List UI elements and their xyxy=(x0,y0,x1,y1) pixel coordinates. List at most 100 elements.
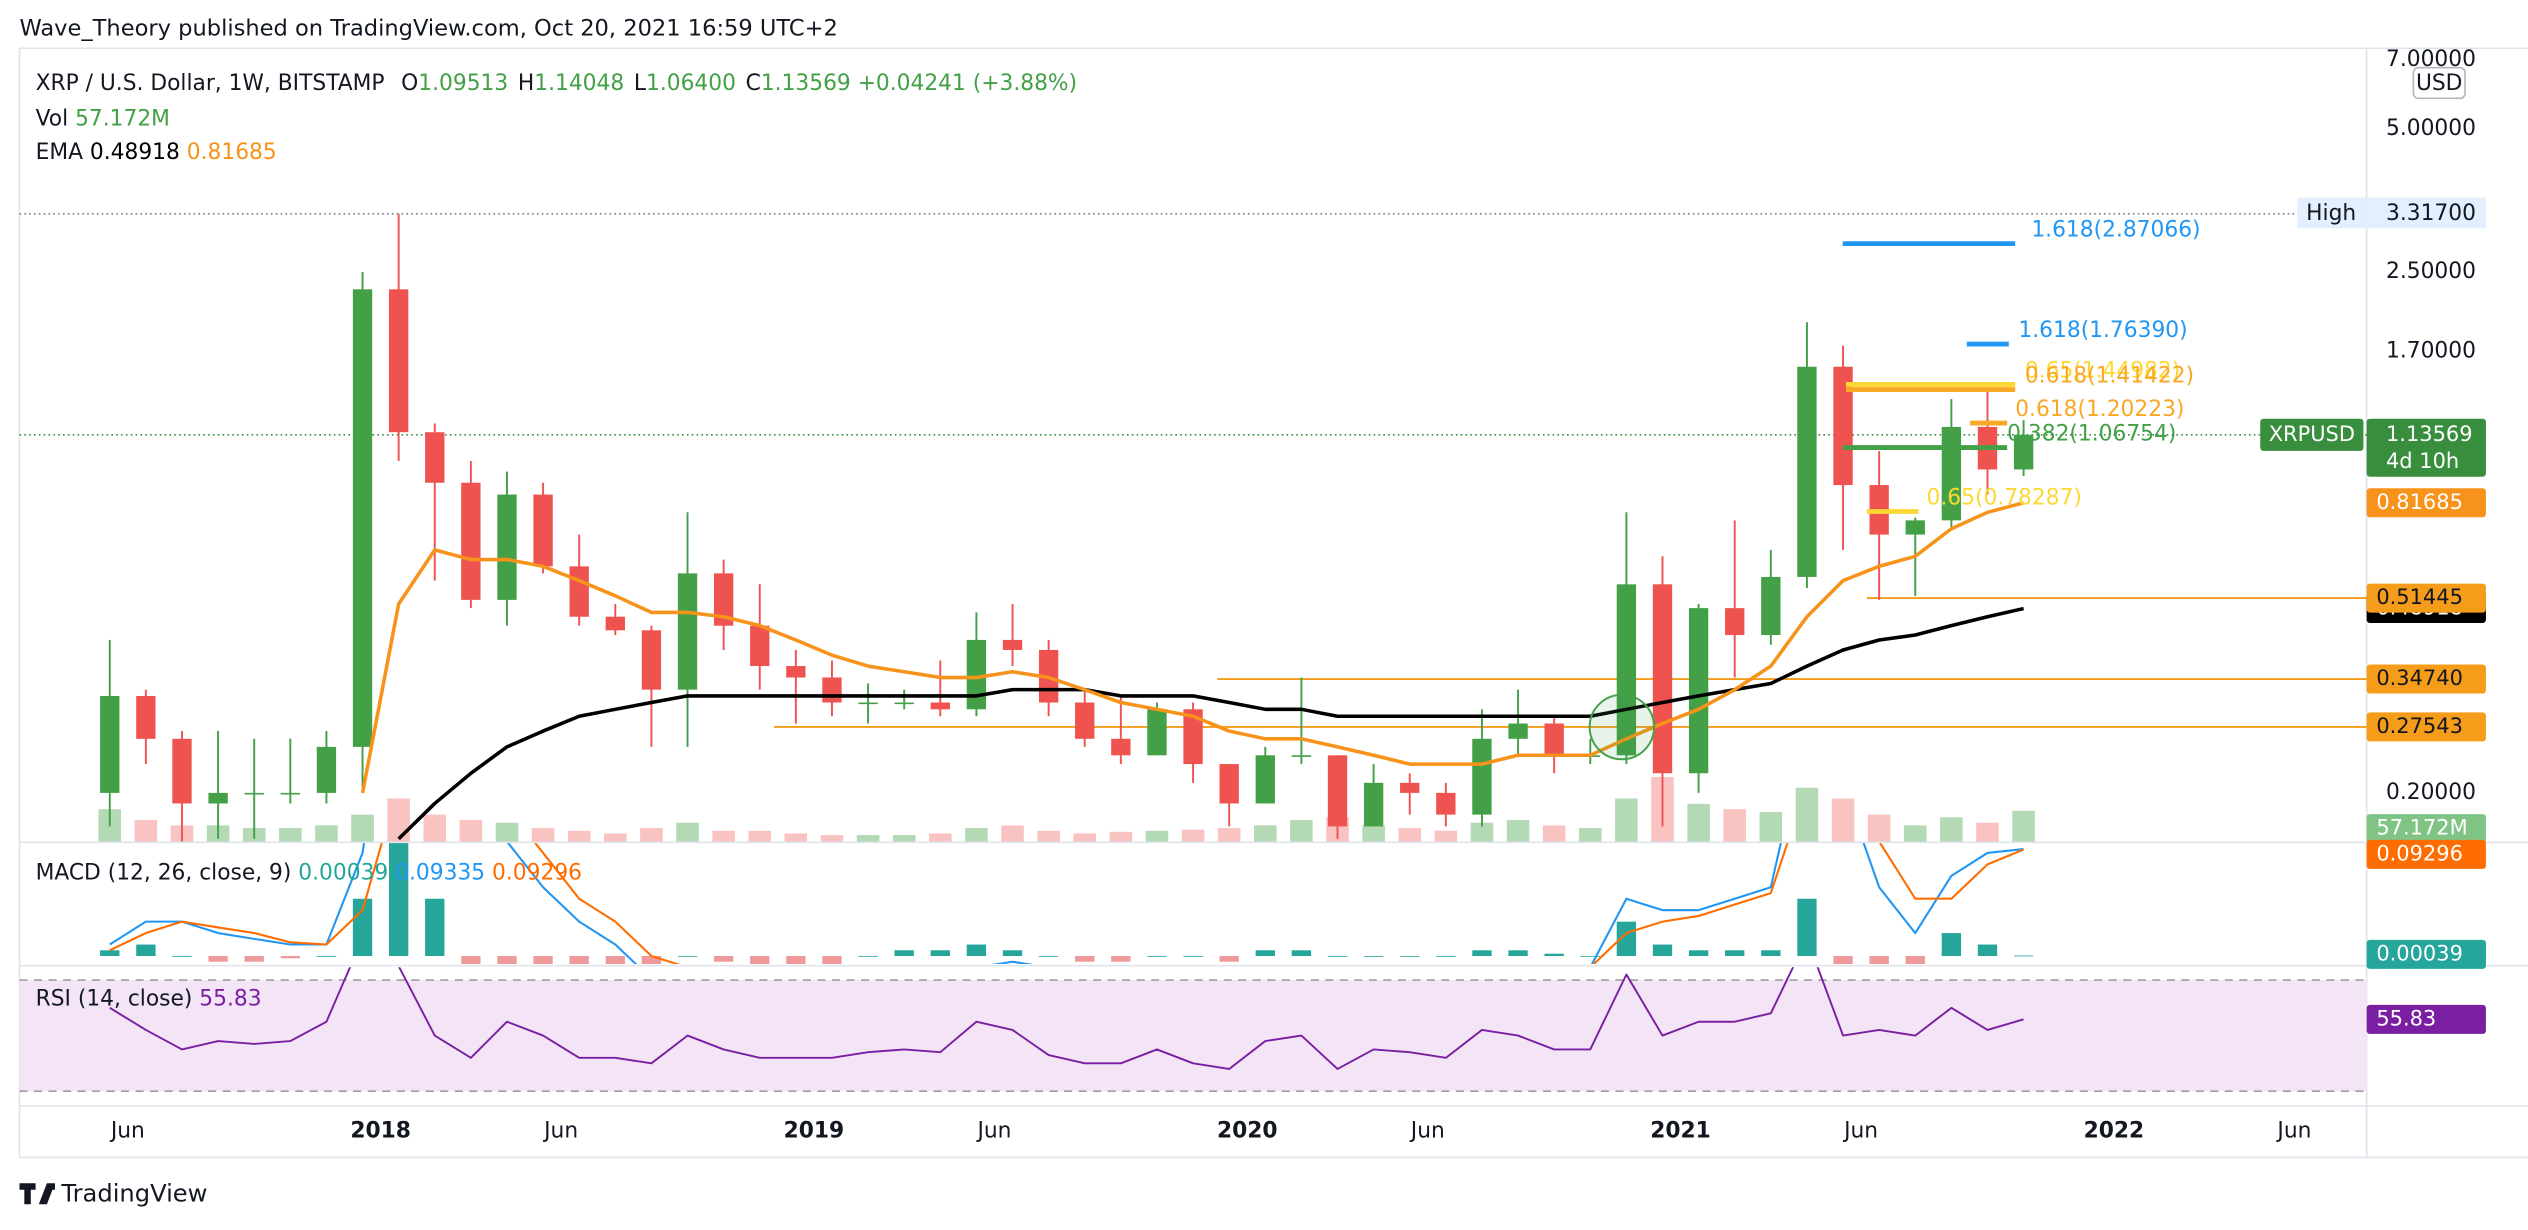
footer-logo: TradingView xyxy=(19,1180,207,1208)
volume-badge-label: 57.172M xyxy=(2376,816,2467,840)
macd-hist-badge-label: 0.00039 xyxy=(2376,941,2463,965)
volume-bar xyxy=(1831,798,1855,842)
rsi-badge xyxy=(2366,1004,2486,1034)
x-tick-label: 2021 xyxy=(1650,1119,1711,1144)
rsi-background xyxy=(19,979,2367,1092)
x-tick-label: Jun xyxy=(542,1119,578,1144)
macd-histogram-bar xyxy=(1905,955,1925,965)
ema-value: 0.48918 xyxy=(90,140,180,165)
last-price-box xyxy=(2366,418,2486,477)
legend-macd: MACD (12, 26, close, 9) 0.00039 0.09335 … xyxy=(36,861,582,886)
macd-histogram-bar xyxy=(1255,950,1275,956)
macd-histogram-bar xyxy=(1472,950,1492,956)
macd-signal-badge-label: 0.09296 xyxy=(2376,841,2463,865)
macd-histogram-bar xyxy=(713,955,734,962)
macd-histogram-bar xyxy=(677,955,698,957)
ema-name: EMA xyxy=(36,140,84,165)
candle-body xyxy=(461,482,481,600)
ohlc-key: H xyxy=(518,71,534,96)
volume-bar xyxy=(1254,825,1277,842)
macd-histogram-bar xyxy=(1652,944,1673,956)
currency[interactable]: USD xyxy=(2416,71,2462,96)
macd-hist-badge xyxy=(2366,939,2486,969)
x-tick-label: Jun xyxy=(2275,1119,2311,1144)
volume xyxy=(98,777,2035,842)
macd-histogram-bar xyxy=(1291,950,1312,956)
candle-body xyxy=(533,494,553,567)
volume-bar xyxy=(784,833,808,842)
candle-body xyxy=(677,573,698,690)
volume-bar xyxy=(2012,810,2035,842)
candle-body xyxy=(1616,584,1637,756)
candle-body xyxy=(1255,755,1275,804)
y-tick-label: 0.20000 xyxy=(2386,780,2476,805)
volume-bar xyxy=(531,828,555,842)
volume-bar xyxy=(748,830,772,842)
ohlc-value: 1.09513 xyxy=(418,71,508,96)
levels xyxy=(19,213,2367,728)
candle-body xyxy=(1941,426,1962,521)
macd-histogram-bar xyxy=(1833,955,1853,965)
candle-body xyxy=(894,702,914,705)
macd-histogram-bar xyxy=(1400,955,1420,957)
ema-line xyxy=(397,606,2024,841)
candle-body xyxy=(136,695,156,739)
currency-box[interactable] xyxy=(2412,66,2466,100)
volume-bar xyxy=(567,830,591,842)
volume-bar xyxy=(892,835,916,842)
candle-body xyxy=(1833,366,1853,486)
x-tick-label: 2019 xyxy=(784,1119,845,1144)
volume-bar xyxy=(1903,825,1927,842)
candle-body xyxy=(858,702,878,705)
candle-body xyxy=(1327,755,1348,827)
macd-histogram-bar xyxy=(930,950,950,956)
candle-body xyxy=(1508,723,1528,739)
candle-body xyxy=(1111,738,1131,756)
annotations: 1.618(2.87066) 1.618(1.76390) 0.65(1.44982… xyxy=(1588,218,2201,761)
macd-histogram-bar xyxy=(1219,955,1239,962)
volume-bar xyxy=(1073,833,1097,842)
volume-bar xyxy=(1181,829,1205,842)
macd-histogram-bar xyxy=(280,955,300,959)
macd-histogram-bar xyxy=(244,955,264,962)
candle-body xyxy=(425,432,445,483)
macd-histogram-bar xyxy=(822,955,842,965)
x-tick-label: Jun xyxy=(975,1119,1011,1144)
legend-ema: EMA 0.48918 0.81685 xyxy=(36,140,277,165)
volume-bar xyxy=(1217,828,1241,842)
ohlc-value: 1.06400 xyxy=(646,71,736,96)
candle-body xyxy=(966,639,987,710)
macd-histogram-bar xyxy=(750,955,770,965)
candle-body xyxy=(1219,764,1239,804)
volume-bar xyxy=(279,828,302,842)
volume-bar xyxy=(1578,828,1602,842)
macd-histogram-bar xyxy=(1436,955,1456,957)
high-value: 3.31700 xyxy=(2386,201,2476,226)
candle-body xyxy=(316,746,337,793)
ohlc-value: 1.13569 xyxy=(761,71,851,96)
macd-histogram-bar xyxy=(1038,955,1059,957)
candle-body xyxy=(1544,723,1564,756)
candle-body xyxy=(1002,639,1023,650)
candle-body xyxy=(713,573,734,626)
volume-bar xyxy=(423,814,447,842)
candle-body xyxy=(569,566,589,617)
macd-name: MACD (12, 26, close, 9) xyxy=(36,861,292,886)
x-tick-label: Jun xyxy=(109,1119,145,1144)
macd-histogram-bar xyxy=(1002,950,1023,956)
candle-body xyxy=(497,494,517,600)
rsi-value: 55.83 xyxy=(199,986,261,1011)
rsi-band-fill xyxy=(19,980,2367,1092)
volume-name: Vol xyxy=(36,106,69,131)
ema-value: 0.81685 xyxy=(187,140,277,165)
macd-histogram-bar xyxy=(894,950,914,956)
volume-bar xyxy=(820,835,844,842)
candle-body xyxy=(208,792,228,804)
candle-body xyxy=(1363,782,1384,827)
x-tick-label: 2022 xyxy=(2084,1119,2145,1144)
legend-rsi: RSI (14, close) 55.83 xyxy=(36,986,262,1011)
macd-line xyxy=(109,843,2024,965)
candle-body xyxy=(1075,702,1095,739)
y-tick-label: 5.00000 xyxy=(2386,116,2476,141)
macd-histogram-bar xyxy=(858,955,878,957)
